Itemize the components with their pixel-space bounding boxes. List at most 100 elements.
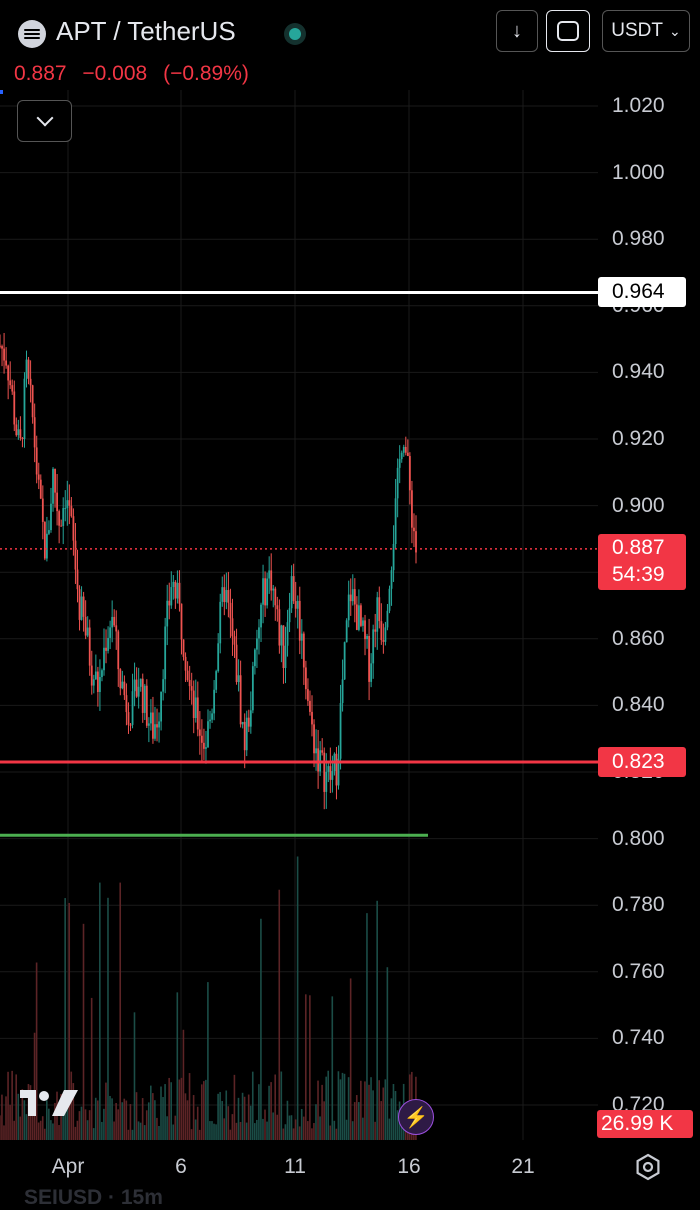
fullscreen-button[interactable] xyxy=(546,10,590,52)
candle-body xyxy=(162,679,165,692)
volume-bar xyxy=(358,1102,360,1140)
candle-body xyxy=(294,601,297,609)
time-tick-label: 6 xyxy=(175,1155,187,1178)
candle-body xyxy=(46,533,48,559)
volume-bar xyxy=(374,1121,376,1140)
volume-bar xyxy=(166,1116,168,1140)
candle-body xyxy=(54,468,56,493)
last-price: 0.887 xyxy=(14,62,67,85)
candle-body xyxy=(33,417,36,448)
price-change: −0.008 xyxy=(82,62,148,85)
candle-body xyxy=(364,620,366,640)
volume-bar xyxy=(288,1115,291,1140)
volume-bar xyxy=(176,992,179,1140)
arrow-down-icon: ↓ xyxy=(512,19,522,42)
volume-bar xyxy=(129,1104,132,1140)
candle-body xyxy=(86,627,89,636)
volume-bar xyxy=(182,1029,185,1140)
volume-bar xyxy=(168,1077,170,1140)
volume-bar xyxy=(260,918,262,1140)
candle-body xyxy=(80,596,83,620)
volume-bar xyxy=(200,1084,203,1140)
support-price-badge: 0.823 xyxy=(598,747,686,777)
candle-body xyxy=(355,604,358,630)
collapse-legend-button[interactable] xyxy=(17,100,72,142)
candle-body xyxy=(5,360,8,366)
volume-bar xyxy=(307,1121,309,1140)
volume-bar xyxy=(150,1085,152,1140)
candle-body xyxy=(221,587,224,602)
volume-bar xyxy=(3,1125,5,1140)
candle-body xyxy=(147,723,150,726)
candle-body xyxy=(292,576,295,602)
candle-body xyxy=(68,500,71,506)
volume-bar xyxy=(251,1071,254,1140)
candle-body xyxy=(52,468,54,504)
price-tick-label: 0.860 xyxy=(612,626,665,650)
candle-body xyxy=(400,452,403,460)
symbol-title[interactable]: APT / TetherUS xyxy=(56,16,236,46)
candle-body xyxy=(300,633,303,641)
candle-body xyxy=(19,429,22,438)
candle-body xyxy=(388,588,391,611)
candle-body xyxy=(225,590,228,603)
volume-bar xyxy=(276,1114,279,1140)
volume-bar xyxy=(80,1106,83,1140)
volume-bar xyxy=(254,1123,256,1140)
candle-body xyxy=(351,589,354,602)
volume-bar xyxy=(282,1128,285,1140)
candle-body xyxy=(227,590,230,603)
volume-bar xyxy=(92,1128,95,1140)
chevron-down-icon xyxy=(36,109,53,127)
volume-bar xyxy=(107,897,109,1140)
candlestick-series xyxy=(0,332,417,810)
candle-body xyxy=(339,703,342,759)
volume-bar xyxy=(162,1097,164,1140)
candle-body xyxy=(90,665,93,686)
candle-body xyxy=(382,640,385,642)
tradingview-logo-icon[interactable] xyxy=(20,1090,78,1116)
currency-select[interactable]: USDT ⌄ xyxy=(602,10,690,52)
candle-body xyxy=(215,671,218,690)
volume-bar xyxy=(221,1101,223,1140)
volume-bar xyxy=(186,1100,189,1140)
volume-bar xyxy=(82,923,85,1140)
candle-body xyxy=(48,530,50,534)
volume-bar xyxy=(203,1081,205,1140)
candle-body xyxy=(335,753,338,786)
settings-gear-icon[interactable] xyxy=(634,1153,662,1181)
candle-body xyxy=(254,649,256,667)
download-button[interactable]: ↓ xyxy=(496,10,538,52)
volume-bar xyxy=(96,1100,99,1140)
volume-bar xyxy=(119,882,122,1140)
candle-body xyxy=(311,711,313,725)
volume-bar xyxy=(76,1120,79,1140)
current-price-value: 0.887 xyxy=(612,536,665,559)
bolt-icon[interactable]: ⚡ xyxy=(398,1099,434,1135)
volume-bar xyxy=(74,1126,77,1140)
volume-bar xyxy=(135,1092,138,1140)
volume-bar xyxy=(11,1070,13,1140)
candle-body xyxy=(368,635,370,682)
candle-body xyxy=(327,766,330,772)
volume-bar xyxy=(68,902,71,1140)
candle-body xyxy=(219,601,222,644)
candle-body xyxy=(288,608,291,623)
exchange-logo-icon[interactable] xyxy=(18,20,46,48)
volume-bar xyxy=(23,1100,26,1140)
candle-body xyxy=(337,758,340,786)
volume-bar xyxy=(368,1084,370,1140)
volume-bar xyxy=(321,1084,323,1140)
volume-bar xyxy=(194,1119,197,1140)
candle-body xyxy=(274,588,277,606)
candle-body xyxy=(43,521,46,559)
candle-body xyxy=(358,605,360,630)
volume-bar xyxy=(298,1126,301,1140)
volume-bar xyxy=(17,1093,20,1140)
volume-bar xyxy=(19,1116,22,1140)
volume-bar xyxy=(84,1109,87,1140)
candle-body xyxy=(109,627,112,638)
volume-bar xyxy=(394,1091,397,1140)
volume-bar xyxy=(219,1092,221,1140)
